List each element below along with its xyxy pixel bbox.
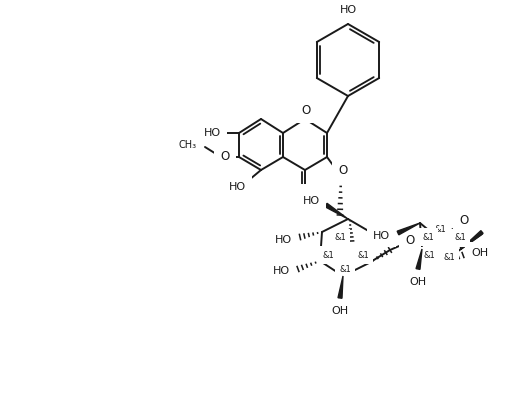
Text: HO: HO bbox=[273, 266, 290, 276]
Text: O: O bbox=[459, 214, 468, 227]
Text: O: O bbox=[301, 190, 310, 203]
Text: &1: &1 bbox=[422, 232, 434, 241]
Text: HO: HO bbox=[204, 128, 221, 138]
Text: OH: OH bbox=[331, 306, 348, 316]
Text: &1: &1 bbox=[454, 234, 466, 243]
Text: HO: HO bbox=[303, 196, 320, 206]
Text: &1: &1 bbox=[434, 225, 446, 234]
Text: HO: HO bbox=[275, 235, 292, 245]
Text: OH: OH bbox=[471, 248, 488, 258]
Text: O: O bbox=[221, 151, 230, 164]
Text: HO: HO bbox=[340, 5, 357, 15]
Text: &1: &1 bbox=[339, 265, 351, 274]
Polygon shape bbox=[461, 231, 483, 249]
Text: &1: &1 bbox=[423, 252, 435, 260]
Text: O: O bbox=[405, 234, 415, 247]
Text: CH₃: CH₃ bbox=[179, 140, 197, 150]
Polygon shape bbox=[416, 249, 422, 269]
Text: O: O bbox=[301, 105, 311, 118]
Text: HO: HO bbox=[229, 182, 246, 192]
Text: &1: &1 bbox=[443, 254, 455, 263]
Text: &1: &1 bbox=[322, 250, 334, 260]
Text: O: O bbox=[339, 164, 348, 177]
Text: OH: OH bbox=[409, 277, 427, 287]
Polygon shape bbox=[338, 276, 343, 298]
Polygon shape bbox=[325, 204, 348, 219]
Text: &1: &1 bbox=[357, 250, 369, 260]
Polygon shape bbox=[397, 223, 420, 235]
Text: HO: HO bbox=[373, 231, 390, 241]
Text: &1: &1 bbox=[334, 234, 346, 243]
